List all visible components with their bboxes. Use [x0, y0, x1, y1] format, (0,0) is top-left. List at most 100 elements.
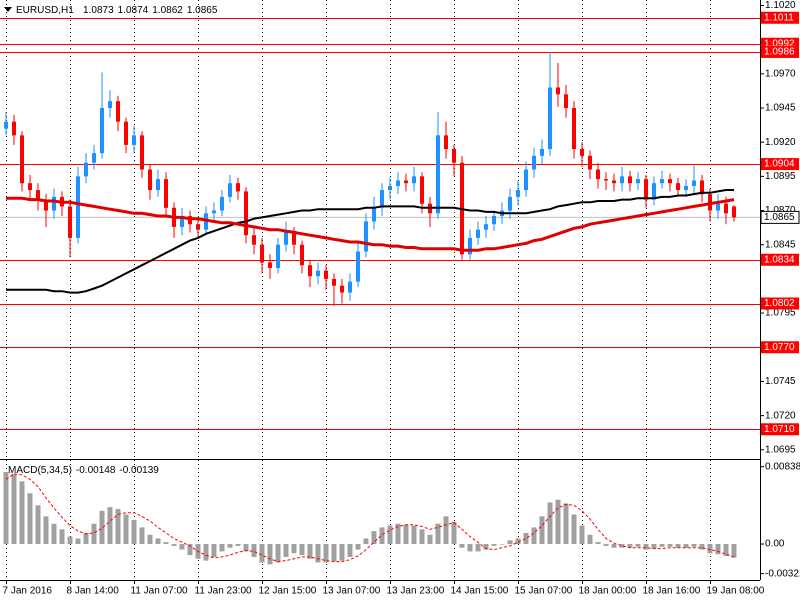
- level-label: 1.0802: [764, 298, 795, 309]
- level-label-box: [761, 11, 799, 24]
- last-price-label: 1.0865: [764, 212, 795, 223]
- candle-body: [700, 180, 704, 195]
- candle-body: [220, 196, 224, 211]
- x-tick-label: 14 Jan 15:00: [451, 586, 509, 597]
- macd-bar: [499, 544, 505, 545]
- macd-header: MACD(5,34,5) -0.00148 -0.00139: [8, 465, 159, 476]
- candle-body: [284, 231, 288, 245]
- candle-body: [44, 199, 48, 211]
- macd-bar: [19, 481, 25, 545]
- level-label-box: [761, 341, 799, 354]
- macd-bar: [435, 523, 441, 545]
- macd-bar: [547, 502, 553, 545]
- y-tick-label: 1.0795: [765, 308, 796, 319]
- candle-body: [76, 176, 80, 238]
- candle-body: [556, 87, 560, 95]
- candle-body: [84, 162, 88, 177]
- macd-bar: [451, 521, 457, 545]
- macd-bar: [371, 531, 377, 545]
- macd-bar: [691, 544, 697, 547]
- level-label-box: [761, 253, 799, 266]
- candle-body: [572, 108, 576, 150]
- macd-bar: [59, 529, 65, 545]
- macd-bar: [659, 544, 665, 547]
- candle-body: [492, 216, 496, 225]
- macd-bar: [491, 544, 497, 546]
- candle-body: [452, 149, 456, 163]
- last-low: 1.0862: [152, 5, 183, 16]
- macd-bar: [723, 544, 729, 557]
- macd-bar: [715, 544, 721, 555]
- macd-bar: [707, 544, 713, 554]
- candle-body: [628, 176, 632, 184]
- candle-body: [356, 251, 360, 282]
- y-tick-label: 1.0745: [765, 376, 796, 387]
- macd-bar: [379, 527, 385, 545]
- macd-bar: [107, 507, 113, 545]
- macd-bar: [363, 538, 369, 545]
- x-tick-label: 11 Jan 23:00: [195, 586, 253, 597]
- y-tick-label: 1.0920: [765, 137, 796, 148]
- candle-body: [644, 179, 648, 200]
- macd-bar: [347, 544, 353, 557]
- candle-body: [100, 108, 104, 154]
- y-tick-label: 1.0845: [765, 239, 796, 250]
- macd-bar: [179, 544, 185, 550]
- macd-bar: [227, 544, 233, 548]
- macd-bar: [427, 534, 433, 545]
- macd-bar: [579, 525, 585, 545]
- y-tick-label: 1.0695: [765, 444, 796, 455]
- x-tick-label: 13 Jan 23:00: [387, 586, 445, 597]
- y-tick-label: 1.0870: [765, 205, 796, 216]
- candle-body: [668, 179, 672, 184]
- candle-body: [476, 229, 480, 238]
- candle-body: [156, 179, 160, 191]
- macd-bar: [35, 505, 41, 545]
- candle-body: [28, 183, 32, 191]
- candle-body: [532, 155, 536, 170]
- macd-bar: [123, 514, 129, 545]
- macd-bar: [563, 503, 569, 545]
- macd-bar: [259, 544, 265, 563]
- candle-body: [580, 149, 584, 156]
- macd-bar: [587, 534, 593, 545]
- x-tick-label: 18 Jan 16:00: [643, 586, 701, 597]
- ohlc-header: EURUSD,H1 1.0873 1.0874 1.0862 1.0865: [16, 5, 218, 16]
- macd-last: -0.00148: [76, 465, 116, 476]
- macd-bar: [51, 523, 57, 545]
- candle-body: [236, 183, 240, 192]
- last-high: 1.0874: [118, 5, 149, 16]
- candle-body: [652, 183, 656, 200]
- candle-body: [404, 180, 408, 184]
- candle-body: [244, 191, 248, 236]
- macd-bar: [3, 472, 9, 545]
- candle-body: [252, 235, 256, 245]
- x-tick-label: 15 Jan 07:00: [515, 586, 573, 597]
- candle-body: [588, 155, 592, 170]
- y-tick-label: 1.0720: [765, 410, 796, 421]
- macd-bar: [43, 516, 49, 545]
- candle-body: [92, 153, 96, 163]
- macd-bar: [291, 544, 297, 554]
- macd-bar: [555, 499, 561, 545]
- x-tick-label: 8 Jan 14:00: [67, 586, 120, 597]
- candle-body: [292, 231, 296, 245]
- macd-bar: [467, 544, 473, 552]
- macd-bar: [83, 532, 89, 545]
- candle-body: [196, 224, 200, 230]
- candle-body: [508, 196, 512, 211]
- candle-body: [676, 183, 680, 191]
- candle-body: [692, 180, 696, 186]
- macd-bar: [219, 544, 225, 552]
- macd-bar: [611, 544, 617, 548]
- macd-bar: [67, 536, 73, 545]
- macd-bar: [331, 544, 337, 562]
- candle-body: [324, 270, 328, 279]
- candle-body: [660, 179, 664, 184]
- macd-bar: [443, 516, 449, 545]
- last-open: 1.0873: [83, 5, 114, 16]
- macd-bar: [147, 534, 153, 545]
- x-tick-label: 13 Jan 07:00: [323, 586, 381, 597]
